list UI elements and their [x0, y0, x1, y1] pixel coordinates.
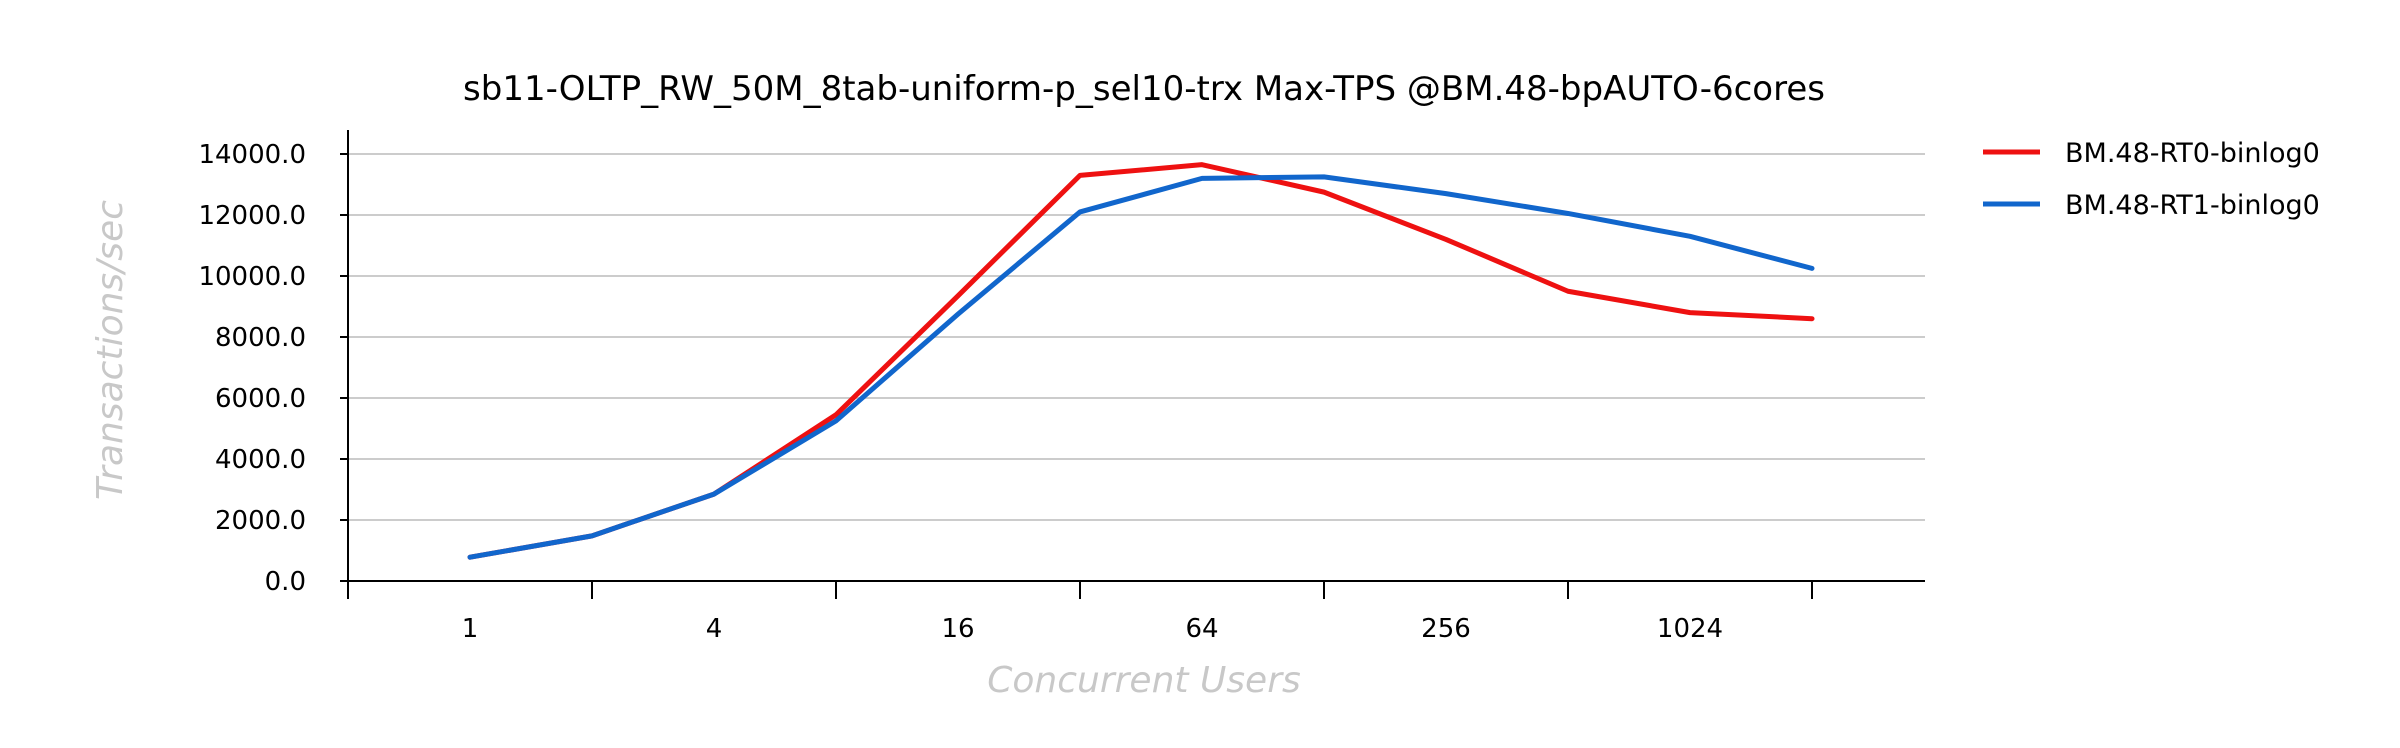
y-tick-label: 2000.0 [215, 506, 306, 536]
y-tick-label: 14000.0 [198, 140, 306, 170]
series-line-2 [467, 174, 1815, 560]
y-tick-label: 0.0 [265, 567, 306, 597]
x-tick-label: 1 [462, 614, 479, 644]
x-tick-label: 1024 [1657, 614, 1723, 644]
y-tick-label: 8000.0 [215, 323, 306, 353]
legend-label: BM.48-RT0-binlog0 [2065, 138, 2320, 169]
chart-title: sb11-OLTP_RW_50M_8tab-uniform-p_sel10-tr… [463, 69, 1825, 109]
y-tick-label: 10000.0 [198, 262, 306, 292]
grid [348, 153, 1925, 521]
axes [347, 130, 1925, 599]
legend: BM.48-RT0-binlog0 BM.48-RT1-binlog0 [1983, 138, 2320, 221]
legend-label: BM.48-RT1-binlog0 [2065, 190, 2320, 221]
x-axis-title: Concurrent Users [987, 660, 1301, 701]
x-tick-label: 64 [1185, 614, 1218, 644]
x-tick-label: 256 [1421, 614, 1471, 644]
y-tick-label: 4000.0 [215, 445, 306, 475]
y-axis-title: Transactions/sec [90, 200, 131, 500]
x-tick-label: 16 [941, 614, 974, 644]
x-tick-label: 4 [706, 614, 723, 644]
y-tick-label: 12000.0 [198, 201, 306, 231]
y-tick-label: 6000.0 [215, 384, 306, 414]
series-group [467, 162, 1815, 560]
ticks: 0.0 2000.0 4000.0 6000.0 8000.0 10000.0 12000.… [198, 140, 1813, 644]
